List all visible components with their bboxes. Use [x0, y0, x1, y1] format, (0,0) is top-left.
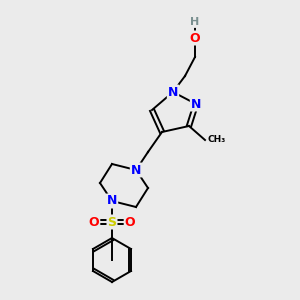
Text: N: N — [168, 85, 178, 98]
Text: O: O — [89, 215, 99, 229]
Text: H: H — [190, 17, 200, 27]
Text: N: N — [107, 194, 117, 208]
Text: N: N — [191, 98, 201, 110]
Text: CH₃: CH₃ — [208, 136, 226, 145]
Text: S: S — [107, 215, 116, 229]
Text: N: N — [131, 164, 141, 176]
Text: O: O — [190, 32, 200, 44]
Text: O: O — [125, 215, 135, 229]
